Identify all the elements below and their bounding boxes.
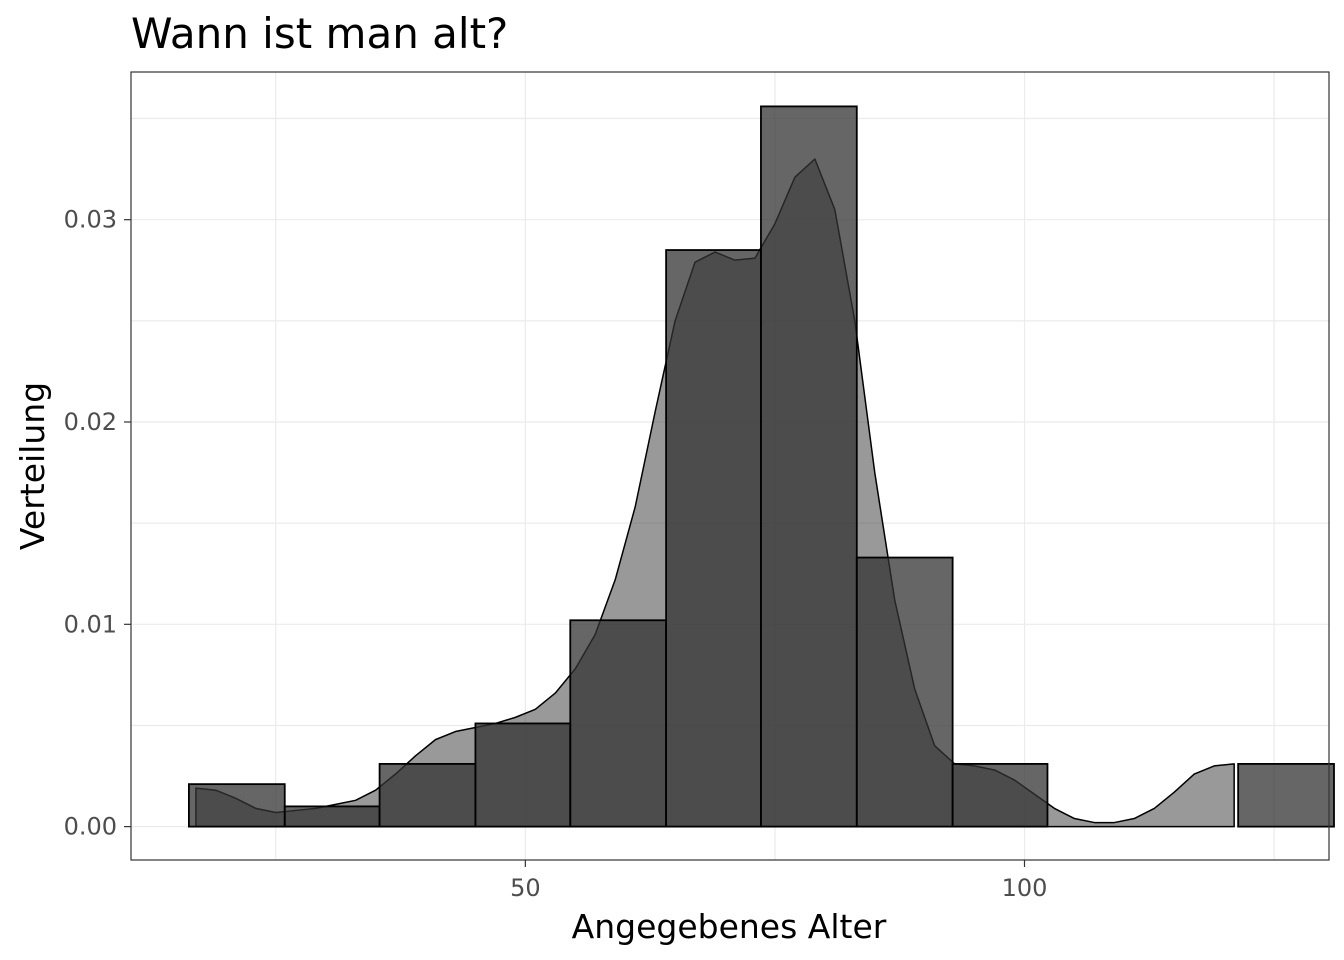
histogram-bar [378,763,477,828]
y-axis-label: Verteilung [13,382,52,550]
histogram-bar [283,805,381,828]
y-tick-label: 0.02 [64,408,117,436]
y-tick-label: 0.00 [64,813,117,841]
histogram-bar [474,722,572,828]
histogram-bar [569,619,668,828]
histogram-bar [1237,763,1335,828]
x-axis-ticks: 50 100 [510,860,1047,902]
y-axis-ticks: 0.00 0.01 0.02 0.03 [64,206,131,841]
y-tick-label: 0.03 [64,206,117,234]
x-tick-label: 50 [510,874,541,902]
histogram-bar [188,783,286,828]
histogram-bar [951,763,1049,828]
y-tick-label: 0.01 [64,610,117,638]
histogram-bar [760,105,858,828]
x-tick-label: 100 [1002,874,1048,902]
histogram-bar [665,249,762,828]
chart-title: Wann ist man alt? [131,9,508,58]
x-axis-label: Angegebenes Alter [572,907,887,946]
histogram-bars [188,105,1335,828]
plot-panel-border [130,71,1330,861]
histogram-bar [855,556,954,828]
